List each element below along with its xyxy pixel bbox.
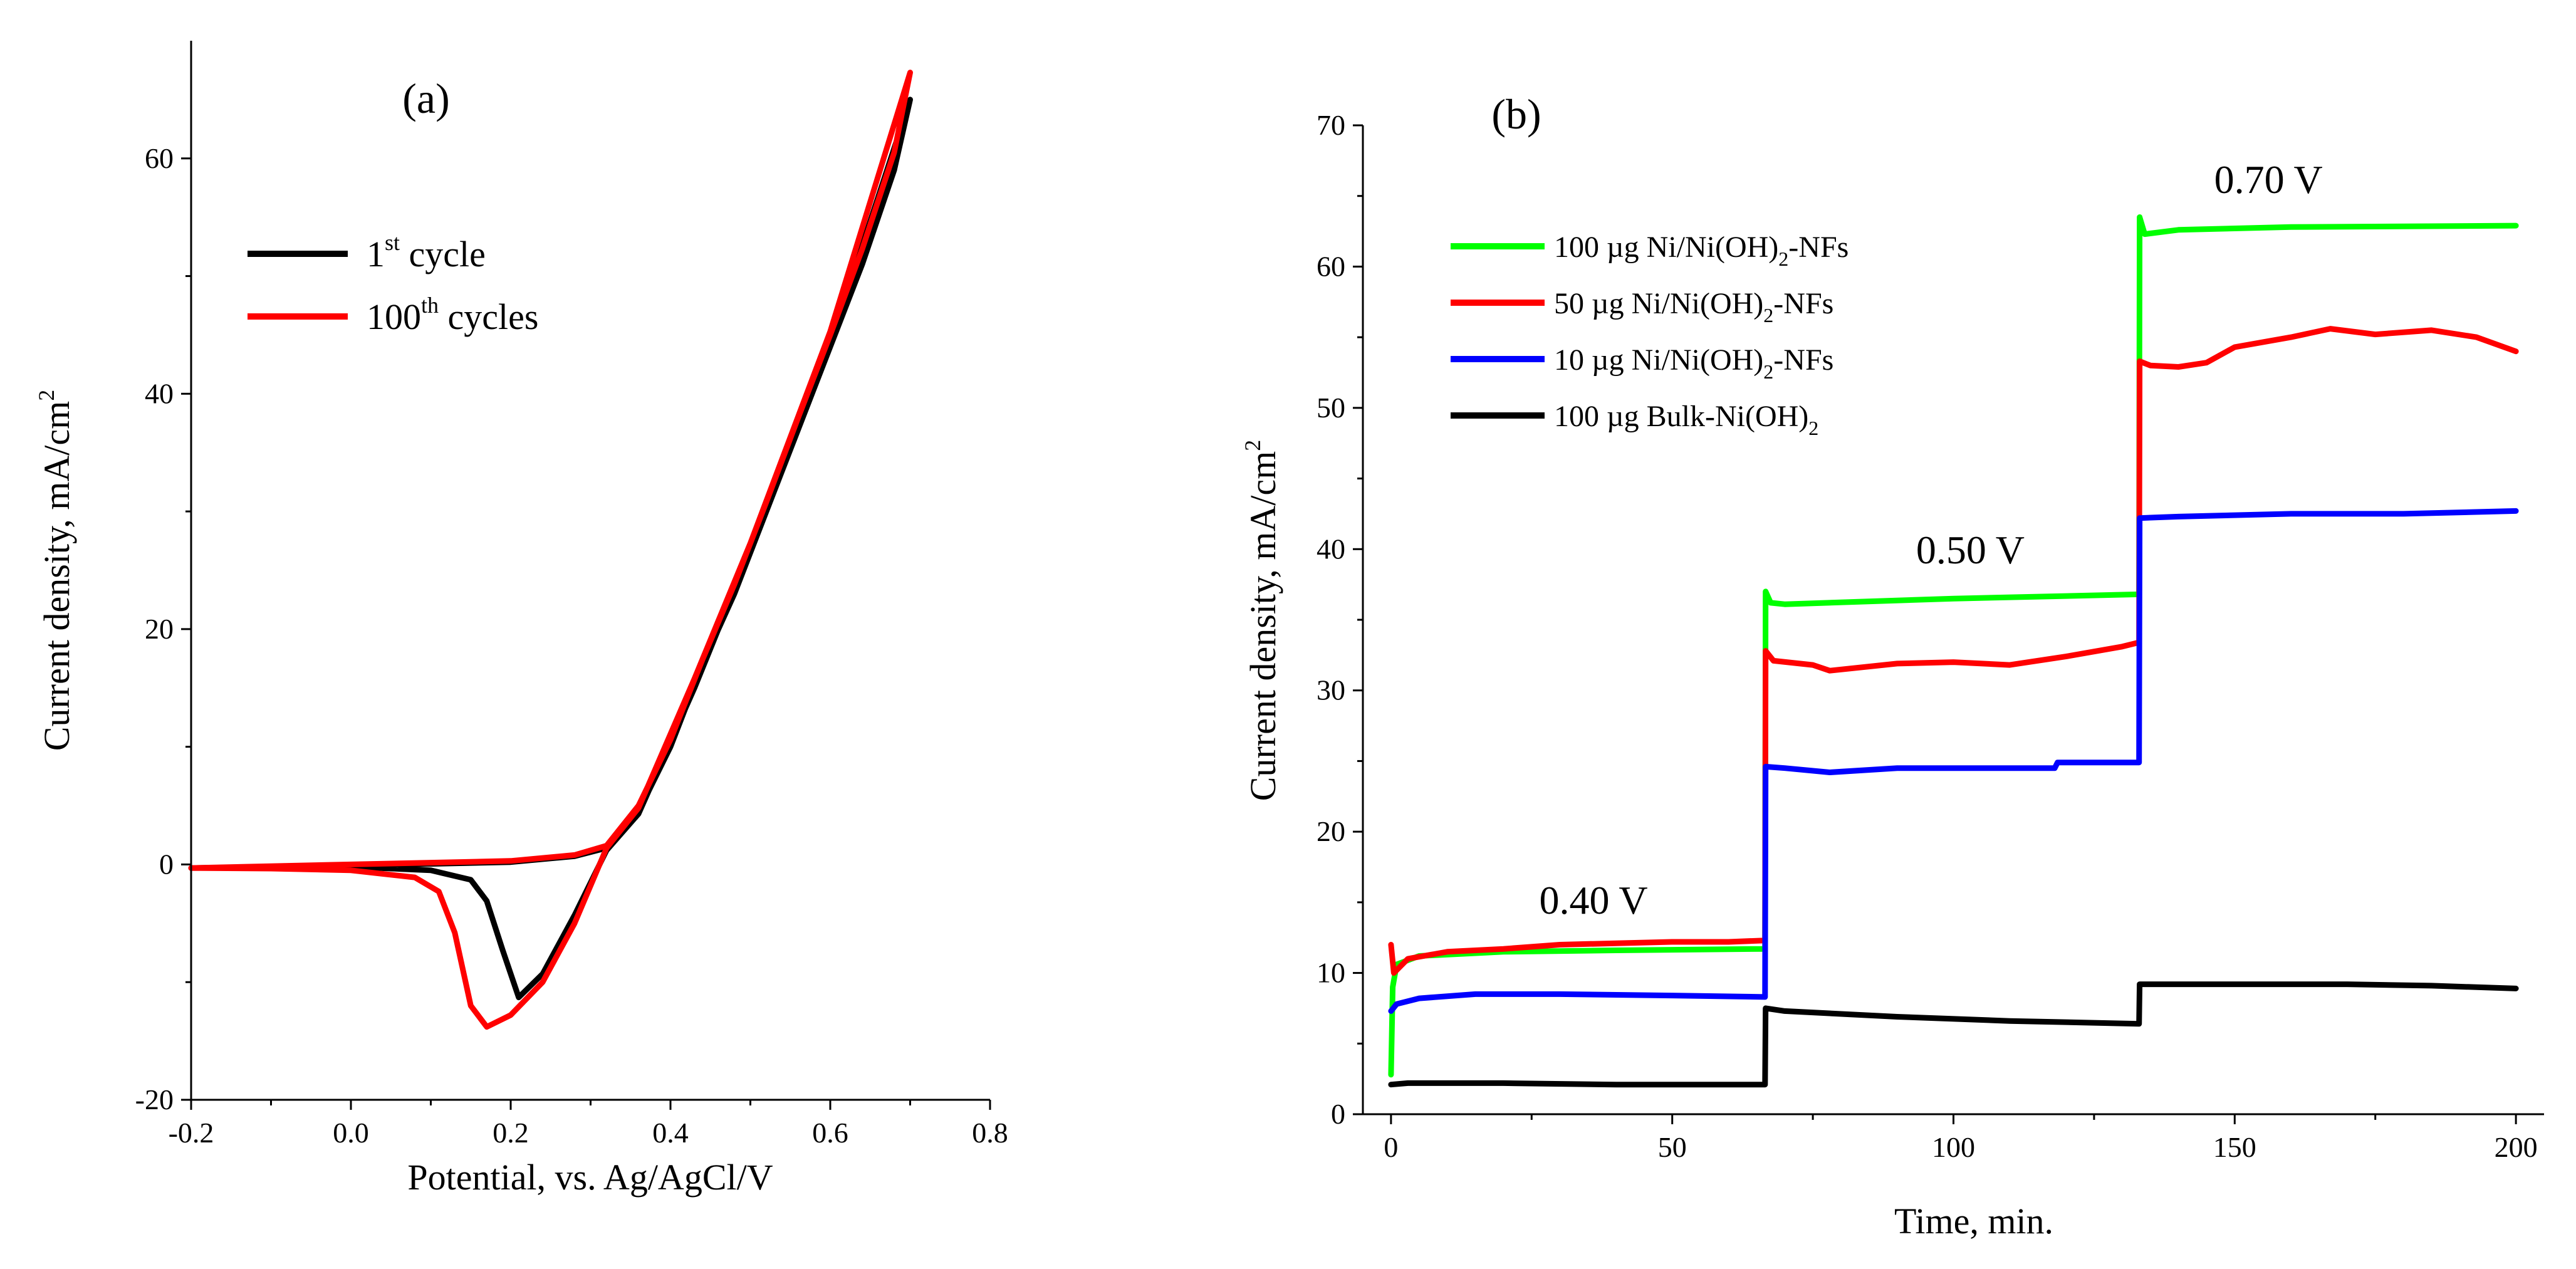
- panel-b-x-tick-label-150: 150: [2213, 1131, 2256, 1163]
- panel-b-annotations: 0.40 V 0.50 V 0.70 V: [1539, 157, 2322, 922]
- legend-label-50ug-nfs: 50 µg Ni/Ni(OH)2-NFs: [1554, 287, 1833, 326]
- panel-b-y-tick-label-20: 20: [1317, 815, 1345, 847]
- panel-b-x-tick-label-200: 200: [2495, 1131, 2538, 1163]
- panel-a-series-1st-cycle: [188, 97, 913, 1001]
- panel-b-x-tick-label-50: 50: [1658, 1131, 1687, 1163]
- panel-a-series-group: [188, 70, 913, 1030]
- panel-a-y-axis-title-main: Current density, mA/cm: [36, 401, 77, 751]
- panel-a-y-tick-label-0: 0: [159, 848, 174, 880]
- panel-a-y-tick-label-20: 20: [145, 613, 174, 645]
- panel-b-label: (b): [1491, 90, 1541, 138]
- panel-b-y-axis-title-sup: 2: [1240, 440, 1265, 451]
- panel-b-annotation-0-40-v: 0.40 V: [1539, 878, 1647, 922]
- panel-b-series-10-g-ni-ni-oh-2-nfs: [1388, 508, 2519, 1014]
- panel-b-y-axis-title-main: Current density, mA/cm: [1243, 451, 1283, 801]
- legend-label-100ug-bulk: 100 µg Bulk-Ni(OH)2: [1554, 400, 1818, 439]
- panel-b-series-100-g-bulk-ni-oh-2: [1388, 981, 2519, 1088]
- panel-b-annotation-0-70-v: 0.70 V: [2214, 157, 2323, 202]
- panel-a-legend: 1st cycle 100th cycles: [248, 230, 538, 337]
- panel-a-x-tick-label-0-4: 0.4: [652, 1117, 689, 1149]
- panel-a-x-tick-label-0-2: 0.2: [493, 1117, 529, 1149]
- panel-b-y-axis-title: Current density, mA/cm2: [1240, 440, 1283, 801]
- panel-a-y-axis-title: Current density, mA/cm2: [34, 390, 77, 751]
- panel-b-y-tick-label-60: 60: [1317, 250, 1345, 282]
- panel-a-series-100th-cycles: [188, 70, 913, 1030]
- panel-a-tick-labels: -0.2 0.0 0.2 0.4 0.6 0.8 -20 0 20 40 60: [135, 142, 1008, 1149]
- panel-b-y-tick-label-0: 0: [1331, 1098, 1345, 1130]
- panel-b-y-tick-label-70: 70: [1317, 109, 1345, 141]
- panel-a-x-tick-label-0-6: 0.6: [812, 1117, 848, 1149]
- panel-b-tick-labels: 0 50 100 150 200 0 10 20 30 40 50 60 70: [1317, 109, 2538, 1163]
- legend-label-10ug-nfs: 10 µg Ni/Ni(OH)2-NFs: [1554, 343, 1833, 383]
- panel-b-y-tick-label-10: 10: [1317, 957, 1345, 989]
- panel-b-x-tick-label-100: 100: [1932, 1131, 1975, 1163]
- panel-b-series-50-g-ni-ni-oh-2-nfs: [1388, 326, 2519, 976]
- panel-b-y-tick-label-30: 30: [1317, 674, 1345, 706]
- panel-b-x-axis-title: Time, min.: [1894, 1201, 2053, 1241]
- panel-a-y-axis-title-sup: 2: [34, 390, 59, 401]
- panel-a: -0.2 0.0 0.2 0.4 0.6 0.8 -20 0 20 40 60 (a) Potent…: [34, 41, 1008, 1198]
- legend-label-1st-cycle: 1st cycle: [367, 230, 486, 274]
- panel-b-legend: 100 µg Ni/Ni(OH)2-NFs 50 µg Ni/Ni(OH)2-N…: [1451, 231, 1849, 439]
- panel-a-y-tick-label-40: 40: [145, 377, 174, 409]
- panel-a-x-tick-label-0-0: 0.0: [333, 1117, 369, 1149]
- panel-b-series-group: [1388, 214, 2519, 1088]
- panel-b-y-tick-label-50: 50: [1317, 392, 1345, 424]
- panel-a-y-tick-label-20: -20: [135, 1084, 174, 1115]
- panel-b-y-tick-label-40: 40: [1317, 533, 1345, 565]
- panel-a-ticks: [181, 157, 991, 1110]
- panel-a-x-tick-label-0-2: -0.2: [169, 1117, 214, 1149]
- legend-label-100ug-nfs: 100 µg Ni/Ni(OH)2-NFs: [1554, 231, 1849, 270]
- panel-b: 0 50 100 150 200 0 10 20 30 40 50 60 70 0.40 V 0.50 V…: [1240, 90, 2544, 1241]
- panel-a-x-axis-title: Potential, vs. Ag/AgCl/V: [407, 1157, 773, 1198]
- panel-a-y-tick-label-60: 60: [145, 142, 174, 174]
- legend-label-100th-cycles: 100th cycles: [367, 293, 538, 337]
- panel-a-x-tick-label-0-8: 0.8: [972, 1117, 1008, 1149]
- panel-b-x-tick-label-0: 0: [1384, 1131, 1398, 1163]
- panel-b-annotation-0-50-v: 0.50 V: [1916, 528, 2025, 572]
- panel-b-ticks: [1353, 124, 2517, 1124]
- panel-a-label: (a): [402, 75, 449, 122]
